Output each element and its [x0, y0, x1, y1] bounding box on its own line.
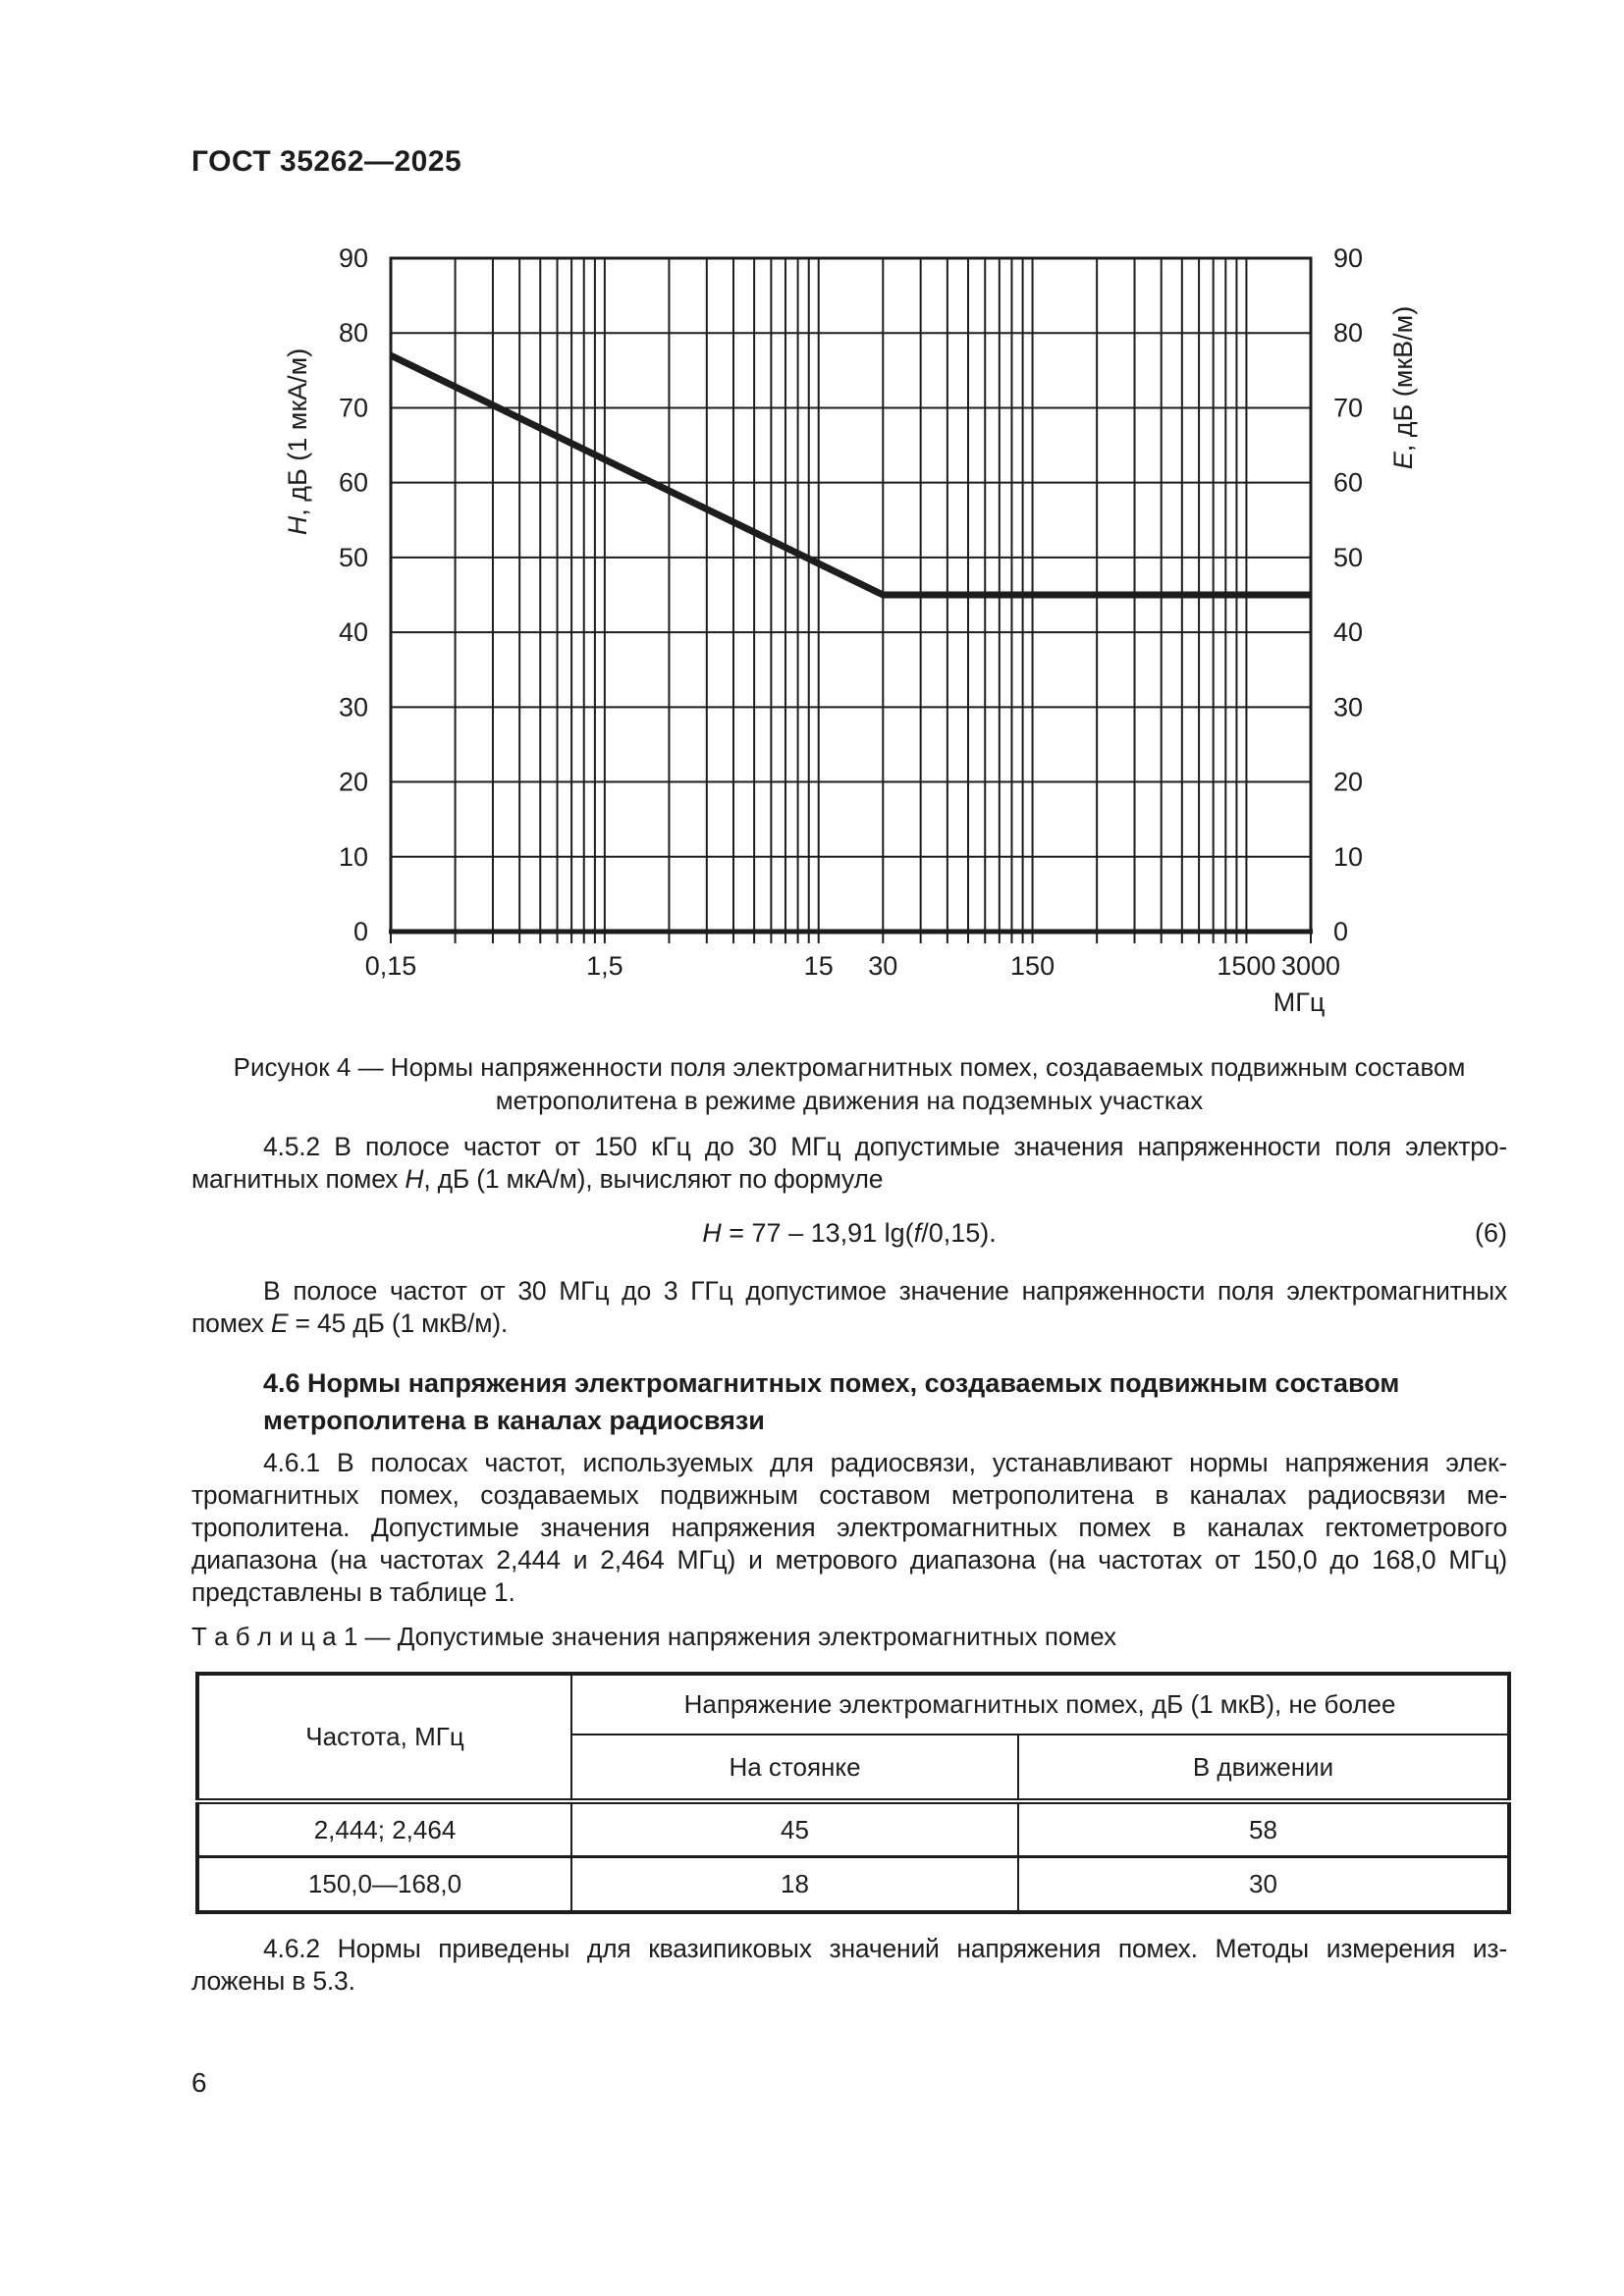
svg-text:0: 0: [353, 917, 368, 946]
table-1: Частота, МГц Напряжение электромагнитных…: [195, 1672, 1511, 1914]
svg-text:150: 150: [1010, 951, 1055, 981]
svg-text:0,15: 0,15: [365, 951, 417, 981]
svg-text:40: 40: [1333, 617, 1363, 647]
svg-text:10: 10: [1333, 842, 1363, 872]
section-heading-4-6: 4.6 Нормы напряжения электромагнитных по…: [263, 1368, 1400, 1435]
table-1-caption: Т а б л и ц а 1 — Допустимые значения на…: [191, 1622, 1117, 1651]
paragraph-4-6-1: 4.6.1 В полосах частот, используемых для…: [191, 1448, 1507, 1607]
table-cell-moving: 30: [1017, 1855, 1510, 1913]
table-cell-parked: 45: [570, 1800, 1019, 1858]
th-moving: В движении: [1017, 1734, 1510, 1804]
svg-text:10: 10: [339, 842, 368, 872]
svg-text:90: 90: [1333, 243, 1363, 273]
svg-text:1,5: 1,5: [586, 951, 623, 981]
svg-text:80: 80: [339, 318, 368, 347]
svg-text:0: 0: [1333, 917, 1348, 946]
formula-expression: H = 77 – 13,91 lg(f/0,15).: [702, 1218, 997, 1248]
svg-text:МГц: МГц: [1273, 988, 1326, 1017]
svg-text:40: 40: [339, 617, 368, 647]
th-parked: На стоянке: [570, 1734, 1019, 1804]
field-strength-norms-chart: 0 0 10 10 20 20 30 30 40 40 50 50 60 60 70 70 80 80 90 90 0,…: [283, 243, 1418, 1017]
table-cell-moving: 58: [1017, 1800, 1510, 1858]
svg-text:20: 20: [1333, 768, 1363, 797]
table-row: 150,0—168,0 18 30: [196, 1855, 1510, 1913]
table-cell-parked: 18: [570, 1855, 1019, 1913]
svg-text:3000: 3000: [1281, 951, 1340, 981]
paragraph-4-5-2: 4.5.2 В полосе частот от 150 кГц до 30 М…: [191, 1132, 1507, 1194]
svg-text:70: 70: [1333, 393, 1363, 422]
standard-code: ГОСТ 35262—2025: [191, 145, 462, 178]
svg-text:70: 70: [339, 393, 368, 422]
th-voltage-group: Напряжение электромагнитных помех, дБ (1…: [570, 1673, 1510, 1735]
svg-text:60: 60: [339, 468, 368, 498]
table-header-row-2: На стоянке В движении: [197, 1734, 1510, 1804]
svg-text:80: 80: [1333, 318, 1363, 347]
table-cell-frequency: 2,444; 2,464: [196, 1800, 572, 1858]
svg-text:30: 30: [339, 692, 368, 721]
svg-text:90: 90: [339, 243, 368, 273]
svg-text:H, дБ (1 мкА/м): H, дБ (1 мкА/м): [283, 348, 312, 535]
svg-text:1500: 1500: [1217, 951, 1275, 981]
th-frequency: Частота, МГц: [196, 1673, 572, 1804]
paragraph-4-6-2: 4.6.2 Нормы приведены для квазипиковых з…: [191, 1934, 1507, 1996]
paragraph-30mhz-3ghz: В полосе частот от 30 МГц до 3 ГГц допус…: [191, 1276, 1507, 1338]
figure-caption: Рисунок 4 — Нормы напряженности поля эле…: [233, 1052, 1466, 1115]
svg-text:20: 20: [339, 768, 368, 797]
svg-text:30: 30: [868, 951, 897, 981]
svg-text:50: 50: [1333, 543, 1363, 572]
svg-text:15: 15: [804, 951, 834, 981]
table-cell-frequency: 150,0—168,0: [196, 1855, 572, 1913]
table-header-row-1: Частота, МГц Напряжение электромагнитных…: [196, 1673, 1510, 1804]
formula-number: (6): [1475, 1218, 1507, 1248]
svg-text:60: 60: [1333, 468, 1363, 498]
svg-text:50: 50: [339, 543, 368, 572]
figure-4-chart: 0 0 10 10 20 20 30 30 40 40 50 50 60 60 70 70 80 80 90 90 0,…: [191, 221, 1478, 1024]
svg-text:30: 30: [1333, 692, 1363, 721]
formula-6: H = 77 – 13,91 lg(f/0,15). (6): [191, 1218, 1507, 1251]
page-number: 6: [191, 2067, 207, 2098]
svg-text:E, дБ (мкВ/м): E, дБ (мкВ/м): [1388, 306, 1418, 469]
table-row: 2,444; 2,464 45 58: [196, 1800, 1510, 1858]
